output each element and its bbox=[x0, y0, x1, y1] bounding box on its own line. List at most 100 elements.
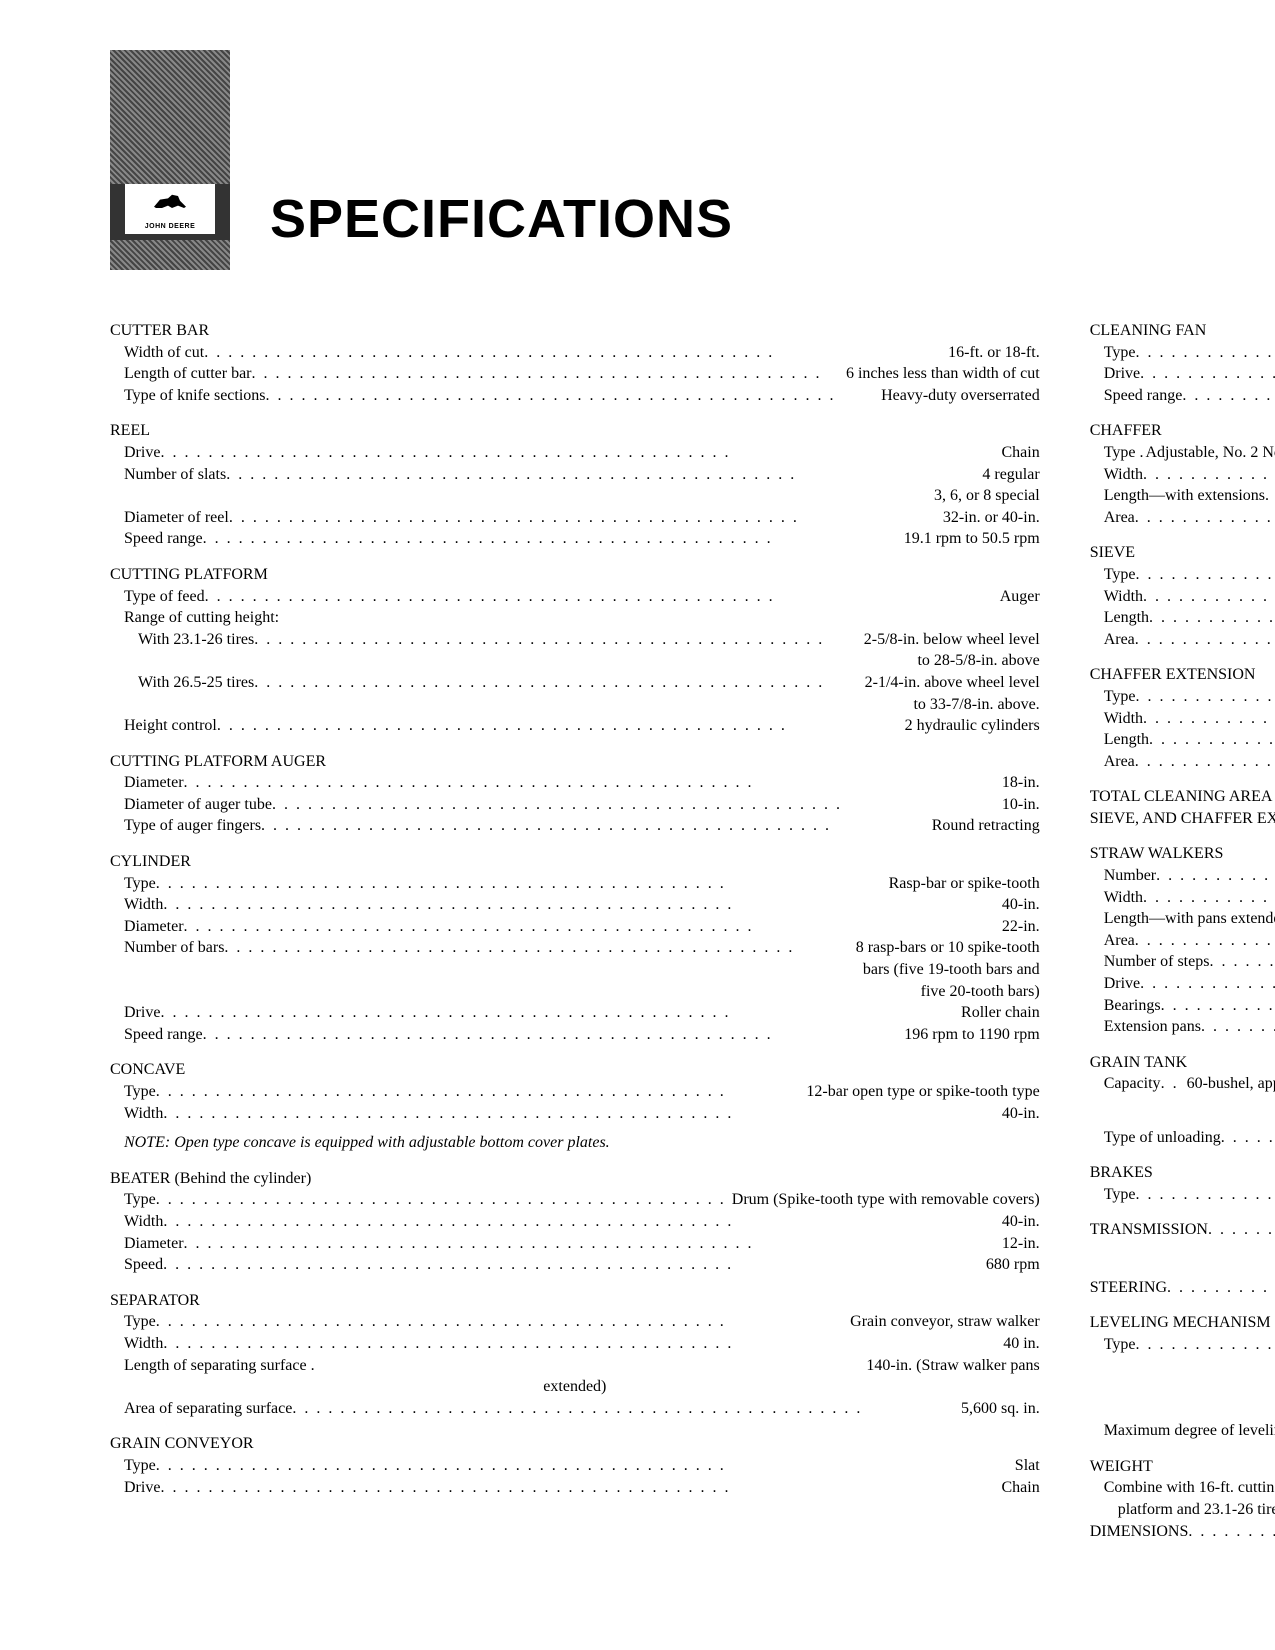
dot-leader bbox=[156, 873, 883, 895]
section-total: TOTAL CLEANING AREA OF CHAFFER, SIEVE, A… bbox=[1090, 786, 1275, 829]
dot-leader bbox=[1135, 686, 1275, 708]
dot-leader bbox=[160, 442, 995, 464]
spec-value: 32-in. or 40-in. bbox=[937, 507, 1040, 529]
spec-row: Width40 in. bbox=[110, 1333, 1040, 1355]
dot-leader bbox=[1143, 887, 1275, 909]
spec-label: Extension pans bbox=[1104, 1016, 1201, 1038]
spec-row: DriveV-belt bbox=[1090, 363, 1275, 385]
spec-label: Length—with pans extended bbox=[1104, 908, 1275, 930]
spec-label: Number of bars bbox=[124, 937, 224, 959]
spec-row: Type5-bladed undershot bbox=[1090, 342, 1275, 364]
spec-label: Area bbox=[1104, 629, 1135, 651]
dot-leader bbox=[224, 937, 849, 959]
dot-leader bbox=[1135, 751, 1275, 773]
dot-leader bbox=[1201, 1016, 1275, 1038]
spec-label: Drive bbox=[124, 1477, 160, 1499]
spec-row: Number of stepsFive bbox=[1090, 951, 1275, 973]
spec-row: With 26.5-25 tires2-1/4-in. above wheel … bbox=[110, 672, 1040, 694]
spec-row: Length of separating surface .140-in. (S… bbox=[110, 1355, 1040, 1377]
section-cutting-platform: CUTTING PLATFORM Type of feedAuger Range… bbox=[110, 564, 1040, 737]
spec-continuation: to 33-7/8-in. above. bbox=[110, 694, 1040, 716]
spacer bbox=[1090, 1117, 1275, 1127]
spec-row: TypeGrain conveyor, straw walker bbox=[110, 1311, 1040, 1333]
dot-leader bbox=[254, 672, 858, 694]
spec-row: TypeSlat bbox=[110, 1455, 1040, 1477]
spec-label: Area bbox=[1104, 507, 1135, 529]
spec-row: Width38-1/2-in. bbox=[1090, 464, 1275, 486]
page: JOHN DEERE SPECIFICATIONS CUTTER BAR Wid… bbox=[0, 0, 1275, 1650]
spec-row: Speed680 rpm bbox=[110, 1254, 1040, 1276]
section-head: SEPARATOR bbox=[110, 1290, 1040, 1312]
dot-leader bbox=[163, 1211, 996, 1233]
spec-label: Number bbox=[1104, 865, 1156, 887]
spec-label: Number of steps bbox=[1104, 951, 1210, 973]
dot-leader bbox=[163, 1254, 980, 1276]
spec-row: Number of bars 8 rasp-bars or 10 spike-to… bbox=[110, 937, 1040, 959]
spec-row: Height control2 hydraulic cylinders bbox=[110, 715, 1040, 737]
total-line1: TOTAL CLEANING AREA OF CHAFFER, bbox=[1090, 786, 1275, 808]
spec-row: BearingsOil-soaked maple bbox=[1090, 995, 1275, 1017]
spec-label: Type bbox=[1104, 1184, 1136, 1206]
columns: CUTTER BAR Width of cut16-ft. or 18-ft. … bbox=[110, 320, 1185, 1542]
section-head: BEATER (Behind the cylinder) bbox=[110, 1168, 1040, 1190]
spec-row: TRANSMISSIONAutomotive—4 speeds forward,… bbox=[1090, 1219, 1275, 1241]
spec-row: Width9-1/2 in. bbox=[1090, 887, 1275, 909]
spec-continuation: extended) bbox=[110, 1376, 1040, 1398]
dot-leader bbox=[156, 1189, 726, 1211]
dot-leader bbox=[203, 528, 898, 550]
spec-continuation: ly controlled—can be bbox=[1090, 1377, 1275, 1399]
dot-leader bbox=[203, 1024, 899, 1046]
spec-value: five 20-tooth bars) bbox=[921, 981, 1040, 1003]
dot-leader bbox=[1143, 586, 1275, 608]
dot-leader bbox=[1161, 1073, 1181, 1095]
logo-pattern bbox=[110, 240, 230, 270]
dot-leader bbox=[261, 815, 926, 837]
spec-row: Diameter of reel32-in. or 40-in. bbox=[110, 507, 1040, 529]
section-beater: BEATER (Behind the cylinder) TypeDrum (S… bbox=[110, 1168, 1040, 1276]
spec-row: Width of cut16-ft. or 18-ft. bbox=[110, 342, 1040, 364]
spec-label: Type bbox=[1104, 686, 1136, 708]
spec-label: Width of cut bbox=[124, 342, 204, 364]
logo-pattern bbox=[110, 50, 230, 184]
spec-label: Width bbox=[1104, 586, 1143, 608]
spec-row: Number of slats4 regular bbox=[110, 464, 1040, 486]
section-head: CYLINDER bbox=[110, 851, 1040, 873]
spec-label: Width bbox=[124, 1103, 163, 1125]
section-leveling: LEVELING MECHANISM TypeAutomatic—electri… bbox=[1090, 1312, 1275, 1442]
spec-label: Diameter bbox=[124, 772, 184, 794]
dot-leader bbox=[229, 507, 937, 529]
spec-value: 22-in. bbox=[996, 916, 1040, 938]
dot-leader bbox=[1135, 564, 1275, 586]
spec-row: With 23.1-26 tires2-5/8-in. below wheel … bbox=[110, 629, 1040, 651]
spec-label: Area of separating surface bbox=[124, 1398, 292, 1420]
page-title: SPECIFICATIONS bbox=[270, 188, 733, 270]
section-cutter-bar: CUTTER BAR Width of cut16-ft. or 18-ft. … bbox=[110, 320, 1040, 406]
spec-label: Type of unloading bbox=[1104, 1127, 1221, 1149]
dot-leader bbox=[1182, 385, 1275, 407]
spec-value: 40 in. bbox=[997, 1333, 1039, 1355]
section-head: LEVELING MECHANISM bbox=[1090, 1312, 1275, 1334]
spec-value: 196 rpm to 1190 rpm bbox=[898, 1024, 1039, 1046]
spec-label: Length of separating surface . bbox=[124, 1355, 315, 1377]
spec-row: Diameter12-in. bbox=[110, 1233, 1040, 1255]
spec-value: 8 rasp-bars or 10 spike-tooth bbox=[850, 937, 1040, 959]
spec-value: 18-in. bbox=[996, 772, 1040, 794]
spec-value: 5,600 sq. in. bbox=[955, 1398, 1040, 1420]
spec-row: TypeDrum (Spike-tooth type with removabl… bbox=[110, 1189, 1040, 1211]
dot-leader bbox=[1143, 464, 1275, 486]
spec-row: DriveRoller chain bbox=[110, 1002, 1040, 1024]
logo: JOHN DEERE bbox=[110, 50, 230, 270]
spec-row: Length45-in. bbox=[1090, 607, 1275, 629]
spec-value: Auger bbox=[994, 586, 1040, 608]
spec-label: Length—with extensions bbox=[1104, 485, 1265, 507]
spec-value: Heavy-duty overserrated bbox=[875, 385, 1040, 407]
section-head: CONCAVE bbox=[110, 1059, 1040, 1081]
spec-row: Speed range196 rpm to 1190 rpm bbox=[110, 1024, 1040, 1046]
dot-leader bbox=[1135, 1334, 1275, 1356]
dot-leader bbox=[184, 916, 996, 938]
left-column: CUTTER BAR Width of cut16-ft. or 18-ft. … bbox=[110, 320, 1040, 1542]
spec-label: Number of slats bbox=[124, 464, 226, 486]
spec-label: Type of auger fingers bbox=[124, 815, 261, 837]
section-cylinder: CYLINDER TypeRasp-bar or spike-tooth Wid… bbox=[110, 851, 1040, 1045]
spec-value: 2-5/8-in. below wheel level bbox=[858, 629, 1040, 651]
